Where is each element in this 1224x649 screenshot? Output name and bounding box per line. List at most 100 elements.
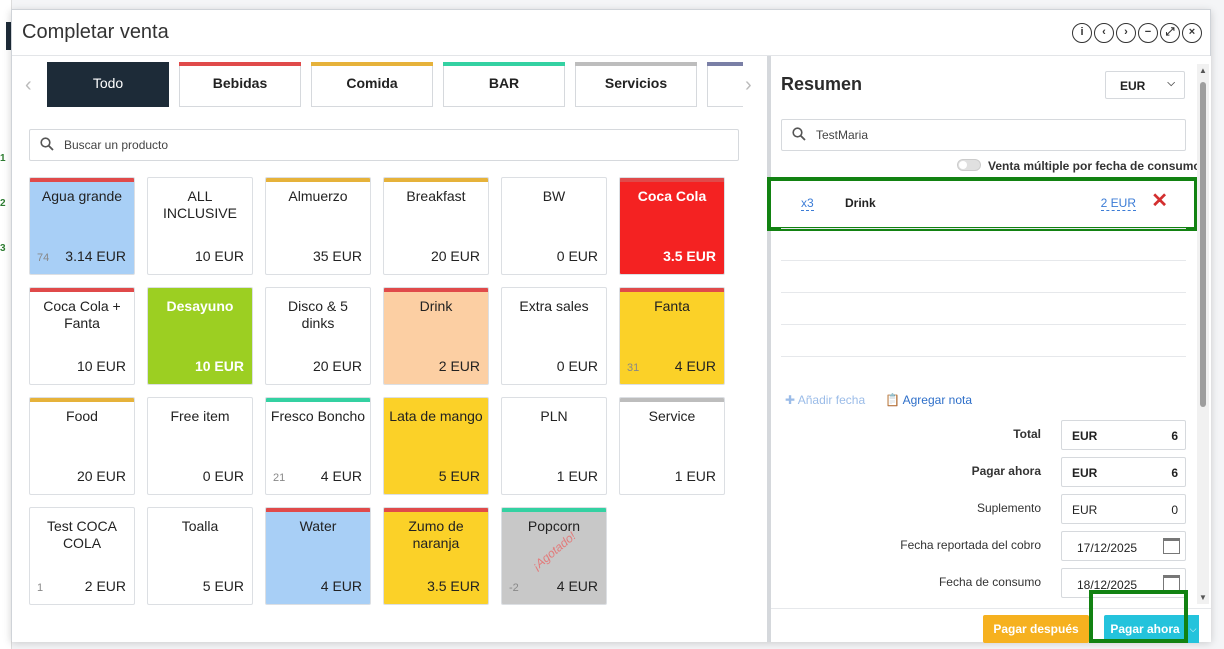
product-category-bar bbox=[502, 508, 606, 512]
product-price: 20 EUR bbox=[312, 358, 362, 374]
product-category-bar bbox=[266, 508, 370, 512]
category-tab-label: Bebidas bbox=[212, 75, 268, 91]
category-tab-label: BAR bbox=[488, 75, 520, 91]
product-tile[interactable]: Popcorn -2 ¡Agotado! 4 EUR bbox=[501, 507, 607, 605]
add-note-link[interactable]: 📋 Agregar nota bbox=[885, 393, 972, 407]
background-tab bbox=[6, 22, 12, 50]
info-icon[interactable]: i bbox=[1072, 23, 1092, 43]
product-tile[interactable]: BW 0 EUR bbox=[501, 177, 607, 275]
product-tile[interactable]: Coca Cola 3.5 EUR bbox=[619, 177, 725, 275]
product-name: Almuerzo bbox=[288, 188, 348, 204]
product-price: 10 EUR bbox=[76, 358, 126, 374]
product-tile[interactable]: PLN 1 EUR bbox=[501, 397, 607, 495]
product-tile[interactable]: Lata de mango 5 EUR bbox=[383, 397, 489, 495]
scrollbar-thumb[interactable] bbox=[1200, 82, 1206, 407]
product-category-bar bbox=[620, 398, 724, 402]
next-icon[interactable]: › bbox=[1116, 23, 1136, 43]
reported-date-value: 17/12/2025 bbox=[1077, 541, 1138, 555]
product-category-bar bbox=[30, 398, 134, 402]
supplement-currency: EUR bbox=[1072, 503, 1098, 517]
product-price: 3.14 EUR bbox=[65, 248, 126, 264]
product-tile[interactable]: Free item 0 EUR bbox=[147, 397, 253, 495]
product-tile[interactable]: Extra sales 0 EUR bbox=[501, 287, 607, 385]
product-tile[interactable]: Agua grande 74 3.14 EUR bbox=[29, 177, 135, 275]
line-separator bbox=[781, 292, 1186, 293]
summary-title: Resumen bbox=[781, 74, 863, 94]
multi-sale-toggle[interactable] bbox=[957, 159, 981, 171]
multi-sale-label: Venta múltiple por fecha de consumo bbox=[988, 159, 1201, 173]
category-scroll-right-icon[interactable]: › bbox=[745, 74, 752, 96]
product-price: 4 EUR bbox=[320, 468, 362, 484]
product-tile[interactable]: Zumo de naranja 3.5 EUR bbox=[383, 507, 489, 605]
category-tab[interactable] bbox=[707, 62, 743, 107]
maximize-icon[interactable]: ⤢ bbox=[1160, 23, 1180, 43]
add-date-link[interactable]: ✚ Añadir fecha bbox=[785, 393, 865, 407]
category-tab[interactable]: Todo bbox=[47, 62, 169, 107]
pay-later-button[interactable]: Pagar después bbox=[983, 615, 1089, 643]
remove-line-icon[interactable]: ✕ bbox=[1151, 190, 1168, 212]
product-tile[interactable]: Desayuno 10 EUR bbox=[147, 287, 253, 385]
reported-date-field[interactable]: 17/12/2025 bbox=[1061, 531, 1186, 561]
total-label: Total bbox=[1013, 427, 1041, 441]
category-color-bar bbox=[707, 62, 743, 66]
product-tile[interactable]: ALL INCLUSIVE 10 EUR bbox=[147, 177, 253, 275]
product-stock: 1 bbox=[37, 582, 44, 594]
product-tile[interactable]: Disco & 5 dinks 20 EUR bbox=[265, 287, 371, 385]
minimize-icon[interactable]: − bbox=[1138, 23, 1158, 43]
product-price: 4 EUR bbox=[320, 578, 362, 594]
category-tab[interactable]: Bebidas bbox=[179, 62, 301, 107]
product-tile[interactable]: Coca Cola + Fanta 10 EUR bbox=[29, 287, 135, 385]
category-tab[interactable]: BAR bbox=[443, 62, 565, 107]
scroll-down-icon[interactable]: ▼ bbox=[1199, 593, 1207, 602]
product-tile[interactable]: Test COCA COLA 1 2 EUR bbox=[29, 507, 135, 605]
pay-now-label: Pagar ahora bbox=[971, 464, 1041, 478]
product-tile[interactable]: Fresco Boncho 21 4 EUR bbox=[265, 397, 371, 495]
product-category-bar bbox=[30, 288, 134, 292]
summary-scrollbar[interactable]: ▲ ▼ bbox=[1197, 64, 1209, 604]
add-note-label: Agregar nota bbox=[902, 393, 973, 407]
previous-icon[interactable]: ‹ bbox=[1094, 23, 1114, 43]
category-scroll-left-icon[interactable]: ‹ bbox=[25, 74, 32, 96]
pay-now-dropdown-icon[interactable]: ⌵ bbox=[1187, 615, 1199, 643]
pay-now-field[interactable]: EUR 6 bbox=[1061, 457, 1186, 487]
currency-select[interactable]: EUR ⌵ bbox=[1105, 71, 1185, 99]
product-name: Water bbox=[299, 518, 337, 534]
product-tile[interactable]: Fanta 31 4 EUR bbox=[619, 287, 725, 385]
category-tab[interactable]: Comida bbox=[311, 62, 433, 107]
reported-date-label: Fecha reportada del cobro bbox=[900, 538, 1041, 552]
line-item-quantity[interactable]: x3 bbox=[801, 196, 814, 211]
calendar-icon[interactable] bbox=[1163, 575, 1180, 591]
consumption-date-field[interactable]: 18/12/2025 bbox=[1061, 568, 1186, 598]
product-tile[interactable]: Breakfast 20 EUR bbox=[383, 177, 489, 275]
supplement-field[interactable]: EUR 0 bbox=[1061, 494, 1186, 524]
close-icon[interactable]: × bbox=[1182, 23, 1202, 43]
line-separator bbox=[781, 324, 1186, 325]
total-value: 6 bbox=[1171, 429, 1178, 443]
product-tile[interactable]: Water 4 EUR bbox=[265, 507, 371, 605]
product-price: 35 EUR bbox=[312, 248, 362, 264]
product-tile[interactable]: Toalla 5 EUR bbox=[147, 507, 253, 605]
product-name: Breakfast bbox=[406, 188, 466, 204]
line-separator bbox=[781, 356, 1186, 357]
modal-header: Completar venta i ‹ › − ⤢ × bbox=[12, 10, 1210, 56]
consumption-date-value: 18/12/2025 bbox=[1077, 578, 1138, 592]
product-search-input[interactable]: Buscar un producto bbox=[29, 129, 739, 161]
client-name: TestMaria bbox=[816, 128, 869, 142]
calendar-icon[interactable] bbox=[1163, 538, 1180, 554]
product-category-bar bbox=[384, 288, 488, 292]
product-price: 10 EUR bbox=[194, 248, 244, 264]
clipboard-icon: 📋 bbox=[885, 393, 900, 407]
sold-out-stamp: ¡Agotado! bbox=[529, 528, 579, 574]
product-tile[interactable]: Drink 2 EUR bbox=[383, 287, 489, 385]
product-tile[interactable]: Food 20 EUR bbox=[29, 397, 135, 495]
product-tile[interactable]: Almuerzo 35 EUR bbox=[265, 177, 371, 275]
product-tile[interactable]: Service 1 EUR bbox=[619, 397, 725, 495]
product-name: Agua grande bbox=[41, 188, 123, 204]
category-tab[interactable]: Servicios bbox=[575, 62, 697, 107]
pay-now-button[interactable]: Pagar ahora bbox=[1104, 615, 1186, 643]
product-stock: 31 bbox=[627, 362, 640, 374]
client-search-input[interactable]: TestMaria bbox=[781, 119, 1186, 151]
line-item-price[interactable]: 2 EUR bbox=[1100, 196, 1136, 211]
scroll-up-icon[interactable]: ▲ bbox=[1199, 66, 1207, 75]
panel-divider[interactable] bbox=[767, 56, 771, 642]
